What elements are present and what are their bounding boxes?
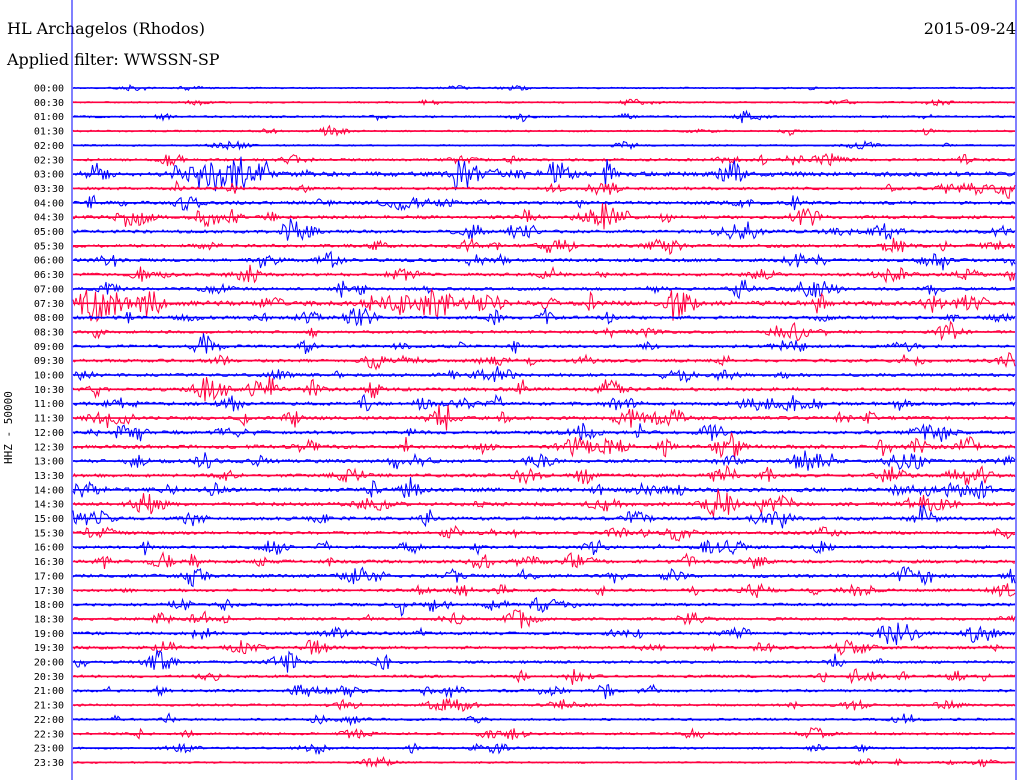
trace-2300: [72, 742, 1016, 756]
trace-1430: [72, 489, 1016, 517]
tick-label-1630: 16:30: [34, 557, 64, 568]
time-tick-labels: 00:00 00:30 01:00 01:30 02:00 02:30 03:00 03:30…: [34, 84, 64, 769]
trace-1500: [72, 504, 1016, 529]
trace-1400: [72, 477, 1016, 500]
tick-label-0230: 02:30: [34, 155, 64, 166]
tick-label-1730: 17:30: [34, 586, 64, 597]
tick-label-0030: 00:30: [34, 98, 64, 109]
trace-0600: [72, 250, 1016, 271]
tick-label-2230: 22:30: [34, 729, 64, 740]
tick-label-1130: 11:30: [34, 414, 64, 425]
trace-0630: [72, 264, 1016, 284]
tick-label-0000: 00:00: [34, 84, 64, 95]
tick-label-0600: 06:00: [34, 256, 64, 267]
tick-label-2300: 23:00: [34, 744, 64, 755]
tick-label-0330: 03:30: [34, 184, 64, 195]
tick-label-2330: 23:30: [34, 758, 64, 769]
tick-label-0400: 04:00: [34, 198, 64, 209]
date-label: 2015-09-24: [923, 19, 1016, 38]
tick-label-0800: 08:00: [34, 313, 64, 324]
tick-label-1830: 18:30: [34, 614, 64, 625]
tick-label-0730: 07:30: [34, 299, 64, 310]
tick-label-1930: 19:30: [34, 643, 64, 654]
tick-label-0930: 09:30: [34, 356, 64, 367]
seismogram-traces: [72, 84, 1016, 768]
tick-label-2030: 20:30: [34, 672, 64, 683]
tick-label-0430: 04:30: [34, 213, 64, 224]
tick-label-0130: 01:30: [34, 127, 64, 138]
tick-label-0300: 03:00: [34, 170, 64, 181]
tick-label-1700: 17:00: [34, 571, 64, 582]
tick-label-1000: 10:00: [34, 371, 64, 382]
tick-label-1800: 18:00: [34, 600, 64, 611]
tick-label-1530: 15:30: [34, 528, 64, 539]
tick-label-2100: 21:00: [34, 686, 64, 697]
tick-label-0100: 01:00: [34, 112, 64, 123]
tick-label-2000: 20:00: [34, 658, 64, 669]
trace-0400: [72, 194, 1016, 212]
tick-label-1230: 12:30: [34, 442, 64, 453]
trace-1800: [72, 597, 1016, 617]
tick-label-1030: 10:30: [34, 385, 64, 396]
tick-label-1900: 19:00: [34, 629, 64, 640]
filter-label: Applied filter: WWSSN-SP: [7, 50, 220, 69]
tick-label-1330: 13:30: [34, 471, 64, 482]
tick-label-0530: 05:30: [34, 241, 64, 252]
trace-0430: [72, 203, 1016, 230]
tick-label-1200: 12:00: [34, 428, 64, 439]
tick-label-1600: 16:00: [34, 543, 64, 554]
tick-label-0630: 06:30: [34, 270, 64, 281]
tick-label-0700: 07:00: [34, 284, 64, 295]
tick-label-1300: 13:00: [34, 457, 64, 468]
trace-1100: [72, 393, 1016, 412]
tick-label-1430: 14:30: [34, 500, 64, 511]
tick-label-0500: 05:00: [34, 227, 64, 238]
tick-label-0200: 02:00: [34, 141, 64, 152]
tick-label-1100: 11:00: [34, 399, 64, 410]
trace-2100: [72, 683, 1016, 700]
trace-0730: [72, 287, 1016, 323]
trace-1930: [72, 639, 1016, 656]
tick-label-0900: 09:00: [34, 342, 64, 353]
trace-1000: [72, 366, 1016, 384]
trace-0900: [72, 333, 1016, 355]
tick-label-1400: 14:00: [34, 485, 64, 496]
tick-label-2130: 21:30: [34, 701, 64, 712]
tick-label-0830: 08:30: [34, 327, 64, 338]
tick-label-1500: 15:00: [34, 514, 64, 525]
tick-label-2200: 22:00: [34, 715, 64, 726]
station-title: HL Archagelos (Rhodos): [7, 19, 205, 38]
